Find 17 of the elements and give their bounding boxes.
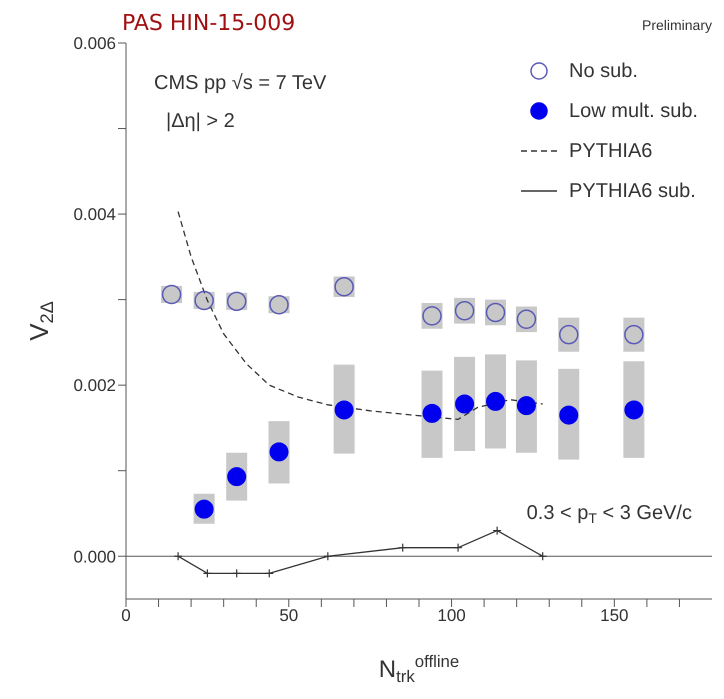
x-tick-label: 50 <box>279 606 298 626</box>
text: Preliminary <box>642 17 712 33</box>
annotation: CMS pp √s = 7 TeV <box>154 72 328 94</box>
y-tick-label: 0.002 <box>73 376 116 396</box>
legend-label: PYTHIA6 <box>569 140 652 162</box>
legend-label: Low mult. sub. <box>569 100 698 122</box>
annotation: |Δη| > 2 <box>166 110 235 132</box>
x-tick-label: 0 <box>121 606 131 626</box>
y-tick-label: 0.004 <box>73 205 116 224</box>
x-tick-label: 100 <box>437 606 466 626</box>
annotation: 0.3 < p$_{T}$ < 3 GeV/c <box>526 502 692 526</box>
chart-title: PAS HIN-15-009 <box>122 11 296 36</box>
legend-label: PYTHIA6 sub. <box>569 180 696 202</box>
x-tick-label: 150 <box>600 606 629 626</box>
y-tick-label: 0.000 <box>73 547 116 566</box>
y-tick-label: 0.006 <box>73 34 116 54</box>
legend-label: No sub. <box>569 60 638 82</box>
